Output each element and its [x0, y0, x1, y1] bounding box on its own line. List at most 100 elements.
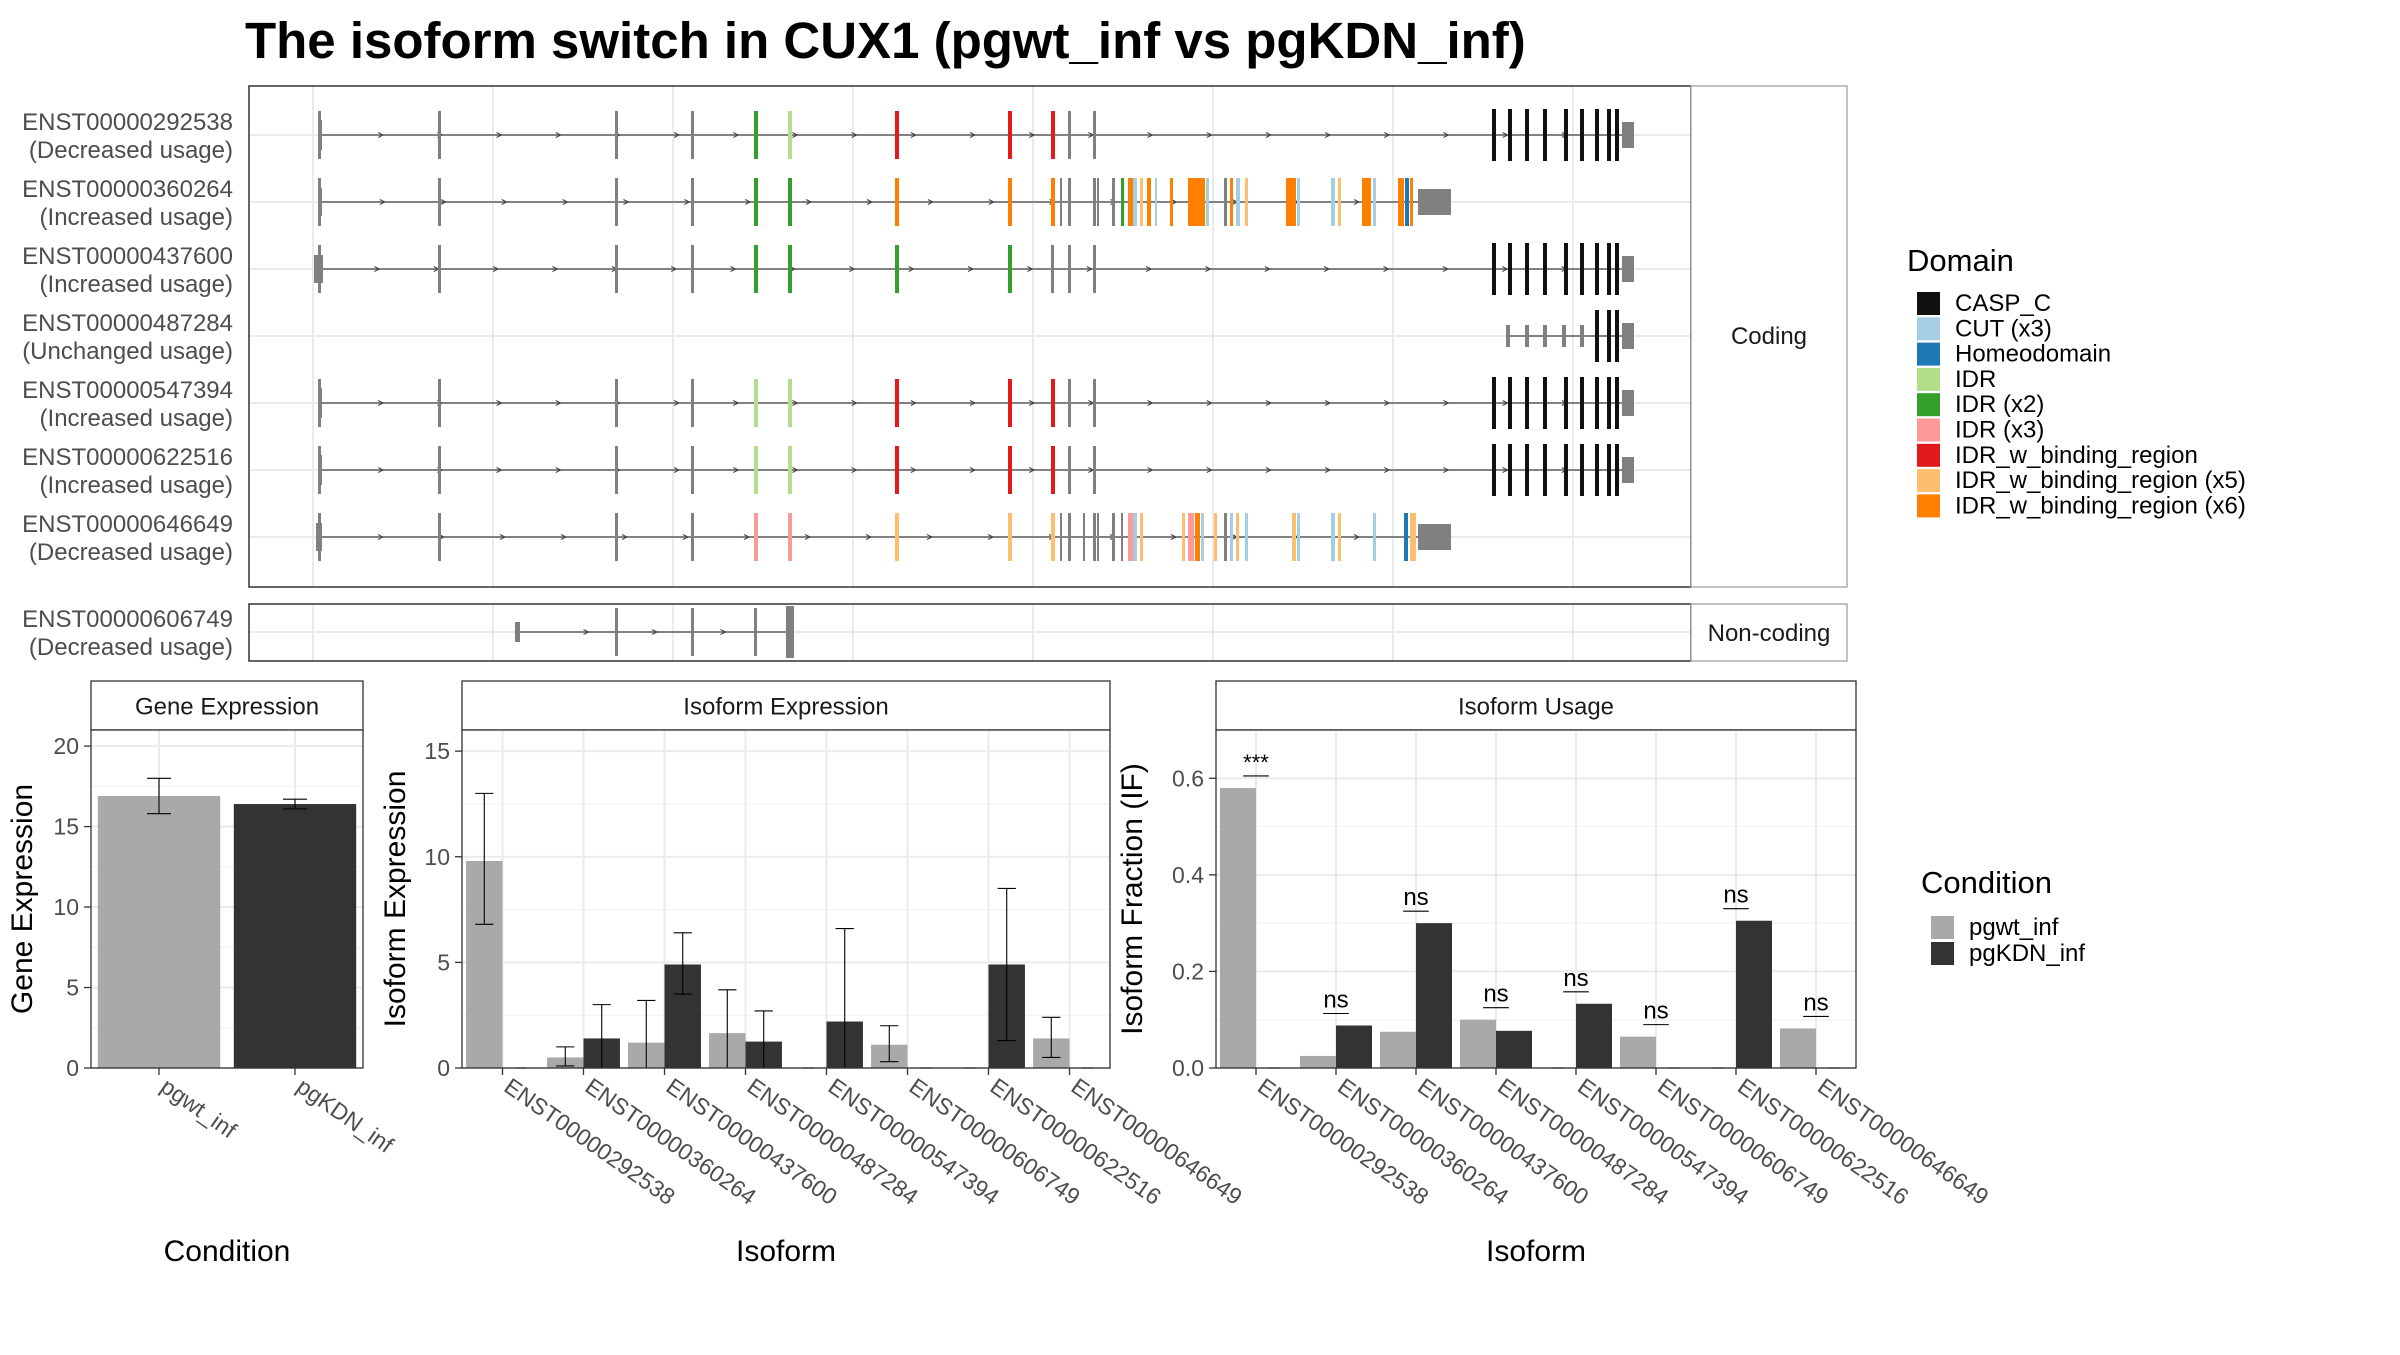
bar — [1300, 1055, 1336, 1068]
exon — [1543, 243, 1547, 295]
strand-arrow — [849, 266, 856, 272]
domain-legend-label: CASP_C — [1955, 290, 2051, 317]
strand-arrow — [910, 132, 917, 138]
exon — [1008, 245, 1012, 293]
exon — [1297, 178, 1300, 226]
exon — [1195, 513, 1200, 561]
coding-strip — [1690, 85, 1848, 588]
exon — [691, 446, 694, 494]
exon — [1525, 377, 1529, 429]
exon — [1155, 178, 1157, 226]
noncoding-tracks — [515, 606, 794, 658]
noncoding-strip-label: Non-coding — [1708, 620, 1831, 647]
exon — [615, 446, 618, 494]
domain-legend-swatch — [1917, 494, 1940, 518]
exon — [1338, 513, 1341, 561]
noncoding-strip — [1690, 603, 1848, 662]
exon — [1622, 390, 1634, 416]
bar — [1336, 1025, 1372, 1068]
exon — [1051, 178, 1055, 226]
strand-arrow — [733, 400, 740, 406]
bar — [1380, 1031, 1416, 1068]
sig-label: ns — [1723, 882, 1748, 909]
exon — [1373, 178, 1376, 226]
exon — [1097, 513, 1099, 561]
isoform-structure-panel: Coding Non-coding ENST00000292538(Decrea… — [22, 85, 1848, 662]
exon — [786, 606, 794, 658]
x-axis-label: Isoform — [1486, 1235, 1586, 1268]
exon — [691, 379, 694, 427]
panel-border — [1215, 729, 1857, 1069]
strand-arrow — [684, 199, 691, 205]
exon — [754, 608, 757, 656]
row-label-usage: (Increased usage) — [40, 405, 233, 432]
strand-arrow — [555, 400, 562, 406]
exon — [1093, 379, 1096, 427]
sig-label: ns — [1323, 987, 1348, 1014]
sig-label: ns — [1803, 989, 1828, 1016]
strand-arrow — [851, 467, 858, 473]
strand-arrow — [1384, 132, 1391, 138]
strand-arrow — [1353, 534, 1361, 540]
exon — [754, 379, 758, 427]
strand-arrow — [927, 199, 935, 205]
exon — [1121, 513, 1123, 561]
exon — [895, 178, 899, 226]
y-tick-label: 0 — [437, 1055, 450, 1081]
exon — [1622, 122, 1634, 148]
exon — [1224, 178, 1227, 226]
exon — [1564, 109, 1568, 161]
exon — [1410, 178, 1413, 226]
exon — [788, 379, 792, 427]
strand-arrow — [1324, 467, 1332, 473]
y-tick-label: 0.2 — [1172, 958, 1204, 984]
exon — [788, 178, 792, 226]
exon — [1060, 513, 1062, 561]
strand-arrow — [1443, 132, 1450, 138]
exon — [895, 245, 899, 293]
exon — [1068, 111, 1071, 159]
exon — [1008, 379, 1012, 427]
strand-arrow — [987, 534, 995, 540]
strand-arrow — [1502, 132, 1509, 138]
exon — [1595, 109, 1599, 161]
strand-arrow — [1027, 266, 1034, 272]
exon — [1410, 513, 1416, 561]
strand-arrow — [1265, 400, 1273, 406]
exon — [1188, 513, 1194, 561]
exon — [615, 111, 618, 159]
exon — [1607, 377, 1611, 429]
exon — [1543, 109, 1547, 161]
strand-arrow — [866, 199, 874, 205]
exon — [1236, 513, 1239, 561]
exon — [895, 379, 899, 427]
row-label-usage: (Decreased usage) — [29, 539, 233, 566]
exon — [1182, 513, 1185, 561]
strand-arrow — [682, 534, 690, 540]
exon — [1245, 178, 1248, 226]
strand-arrow — [1265, 467, 1273, 473]
strand-arrow — [805, 199, 813, 205]
y-tick-label: 20 — [53, 733, 79, 759]
y-tick-label: 10 — [424, 844, 450, 870]
exon — [1607, 109, 1611, 161]
bar — [1416, 923, 1452, 1068]
exon — [1615, 109, 1619, 161]
strand-arrow — [1353, 199, 1361, 205]
exon — [1230, 513, 1233, 561]
exon — [691, 178, 694, 226]
strand-arrow — [744, 199, 752, 205]
exon — [691, 513, 694, 561]
strand-arrow — [804, 534, 812, 540]
strand-arrow — [733, 467, 740, 473]
strand-arrow — [1383, 266, 1390, 272]
exon — [1206, 178, 1209, 226]
exon — [1564, 377, 1568, 429]
exon — [1093, 513, 1096, 561]
y-tick-label: 0 — [66, 1055, 79, 1081]
strand-arrow — [1502, 467, 1509, 473]
exon — [1097, 178, 1099, 226]
exon — [1492, 243, 1496, 295]
